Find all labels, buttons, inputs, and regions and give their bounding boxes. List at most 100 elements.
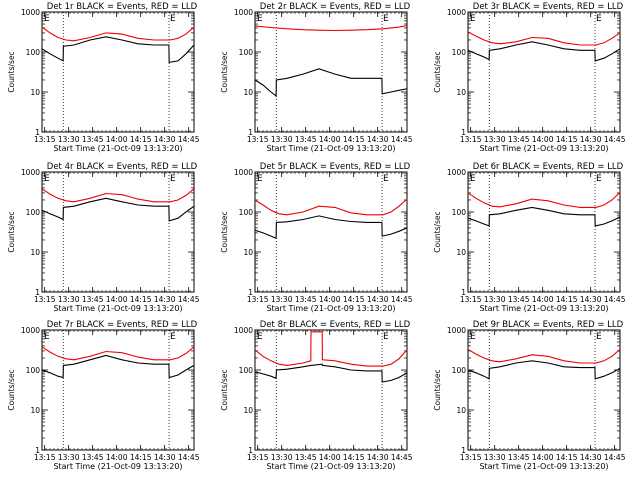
- chart-title: Det 6r BLACK = Events, RED = LLD: [473, 162, 624, 172]
- x-axis-label: Start Time (21-Oct-09 13:13:20): [53, 462, 182, 471]
- y-tick-label: 1000: [447, 168, 466, 177]
- chart-title: Det 8r BLACK = Events, RED = LLD: [260, 320, 411, 330]
- y-tick-label: 1: [248, 128, 253, 137]
- chart-panel-2: Det 2r BLACK = Events, RED = LLD 1 10 100 10…: [220, 2, 413, 153]
- y-axis-label: Counts/sec: [220, 211, 229, 252]
- series-line-events: [254, 363, 408, 383]
- y-tick-label: 10: [30, 88, 40, 97]
- y-tick-label: 100: [239, 366, 254, 375]
- series-line-lld: [41, 346, 195, 361]
- x-tick-label: 14:30: [367, 453, 389, 462]
- series-line-events: [41, 36, 195, 64]
- x-axis-label: Start Time (21-Oct-09 13:13:20): [53, 304, 182, 313]
- x-tick-label: 13:45: [295, 135, 317, 144]
- x-tick-label: 13:45: [82, 295, 104, 304]
- y-tick-label: 100: [452, 48, 467, 57]
- y-tick-label: 100: [26, 366, 41, 375]
- chart-title: Det 2r BLACK = Events, RED = LLD: [260, 2, 411, 12]
- x-tick-label: 13:30: [271, 295, 293, 304]
- y-tick-label: 100: [452, 366, 467, 375]
- y-tick-label: 100: [26, 48, 41, 57]
- x-tick-label: 14:00: [532, 453, 554, 462]
- y-tick-label: 10: [456, 406, 466, 415]
- x-tick-label: 14:00: [106, 295, 128, 304]
- y-tick-label: 100: [26, 208, 41, 217]
- x-axis-label: Start Time (21-Oct-09 13:13:20): [266, 144, 395, 153]
- x-tick-label: 14:45: [391, 135, 413, 144]
- chart-title: Det 5r BLACK = Events, RED = LLD: [260, 162, 411, 172]
- y-tick-label: 1000: [21, 168, 40, 177]
- x-tick-label: 14:15: [556, 295, 578, 304]
- series-line-lld: [467, 348, 621, 364]
- x-tick-label: 14:30: [580, 295, 602, 304]
- chart-title: Det 9r BLACK = Events, RED = LLD: [473, 320, 624, 330]
- event-marker-label: E: [257, 332, 263, 342]
- series-line-lld: [254, 331, 408, 367]
- plot-frame: [467, 11, 621, 133]
- y-tick-label: 10: [456, 248, 466, 257]
- x-tick-label: 13:15: [460, 135, 482, 144]
- y-tick-label: 1000: [21, 8, 40, 17]
- x-tick-label: 14:30: [367, 135, 389, 144]
- x-tick-label: 13:45: [508, 295, 530, 304]
- y-axis-label: Counts/sec: [220, 51, 229, 92]
- x-tick-label: 13:30: [271, 135, 293, 144]
- series-line-lld: [467, 31, 621, 46]
- x-axis-label: Start Time (21-Oct-09 13:13:20): [479, 304, 608, 313]
- y-tick-label: 1000: [447, 8, 466, 17]
- event-marker-label: E: [257, 14, 263, 24]
- x-tick-label: 13:45: [82, 453, 104, 462]
- chart-panel-6: Det 6r BLACK = Events, RED = LLD 1 10 100 10…: [433, 162, 626, 313]
- series-line-events: [467, 360, 621, 380]
- chart-panel-1: Det 1r BLACK = Events, RED = LLD 1 10 100 10…: [7, 2, 200, 153]
- event-marker-label: E: [470, 174, 476, 184]
- x-tick-label: 13:15: [34, 135, 56, 144]
- x-tick-label: 13:15: [34, 453, 56, 462]
- event-marker-label: E: [596, 14, 602, 24]
- y-tick-label: 1000: [447, 326, 466, 335]
- x-tick-label: 14:00: [319, 295, 341, 304]
- event-marker-label: E: [383, 174, 389, 184]
- x-axis-label: Start Time (21-Oct-09 13:13:20): [266, 462, 395, 471]
- x-tick-label: 13:15: [247, 295, 269, 304]
- x-axis-label: Start Time (21-Oct-09 13:13:20): [53, 144, 182, 153]
- x-tick-label: 14:00: [532, 135, 554, 144]
- x-tick-label: 14:45: [604, 135, 626, 144]
- event-marker-label: E: [470, 332, 476, 342]
- x-tick-label: 13:30: [484, 295, 506, 304]
- event-marker-label: E: [383, 332, 389, 342]
- chart-panel-9: Det 9r BLACK = Events, RED = LLD 1 10 100 10…: [433, 320, 626, 471]
- series-line-events: [41, 354, 195, 379]
- x-tick-label: 13:45: [508, 135, 530, 144]
- x-tick-label: 14:45: [178, 453, 200, 462]
- y-tick-label: 1: [461, 128, 466, 137]
- x-tick-label: 14:30: [154, 295, 176, 304]
- x-tick-label: 14:45: [604, 453, 626, 462]
- x-tick-label: 13:15: [247, 453, 269, 462]
- y-axis-label: Counts/sec: [433, 211, 442, 252]
- x-tick-label: 14:45: [178, 135, 200, 144]
- x-tick-label: 13:45: [295, 295, 317, 304]
- x-tick-label: 14:15: [130, 135, 152, 144]
- y-tick-label: 1: [248, 446, 253, 455]
- x-tick-label: 14:15: [343, 135, 365, 144]
- x-tick-label: 13:30: [58, 453, 80, 462]
- chart-panel-8: Det 8r BLACK = Events, RED = LLD 1 10 100 10…: [220, 320, 413, 471]
- y-tick-label: 1000: [234, 8, 253, 17]
- chart-title: Det 4r BLACK = Events, RED = LLD: [47, 162, 198, 172]
- chart-panel-5: Det 5r BLACK = Events, RED = LLD 1 10 100 10…: [220, 162, 413, 313]
- x-tick-label: 14:00: [532, 295, 554, 304]
- y-tick-label: 10: [456, 88, 466, 97]
- y-tick-label: 10: [30, 406, 40, 415]
- series-line-lld: [41, 26, 195, 42]
- series-line-lld: [41, 188, 195, 203]
- x-tick-label: 14:00: [106, 135, 128, 144]
- chart-title: Det 7r BLACK = Events, RED = LLD: [47, 320, 198, 330]
- x-tick-label: 14:15: [343, 295, 365, 304]
- y-tick-label: 100: [239, 48, 254, 57]
- x-tick-label: 14:45: [178, 295, 200, 304]
- plot-frame: [254, 329, 408, 451]
- y-tick-label: 10: [30, 248, 40, 257]
- y-axis-label: Counts/sec: [7, 369, 16, 410]
- x-tick-label: 13:45: [82, 135, 104, 144]
